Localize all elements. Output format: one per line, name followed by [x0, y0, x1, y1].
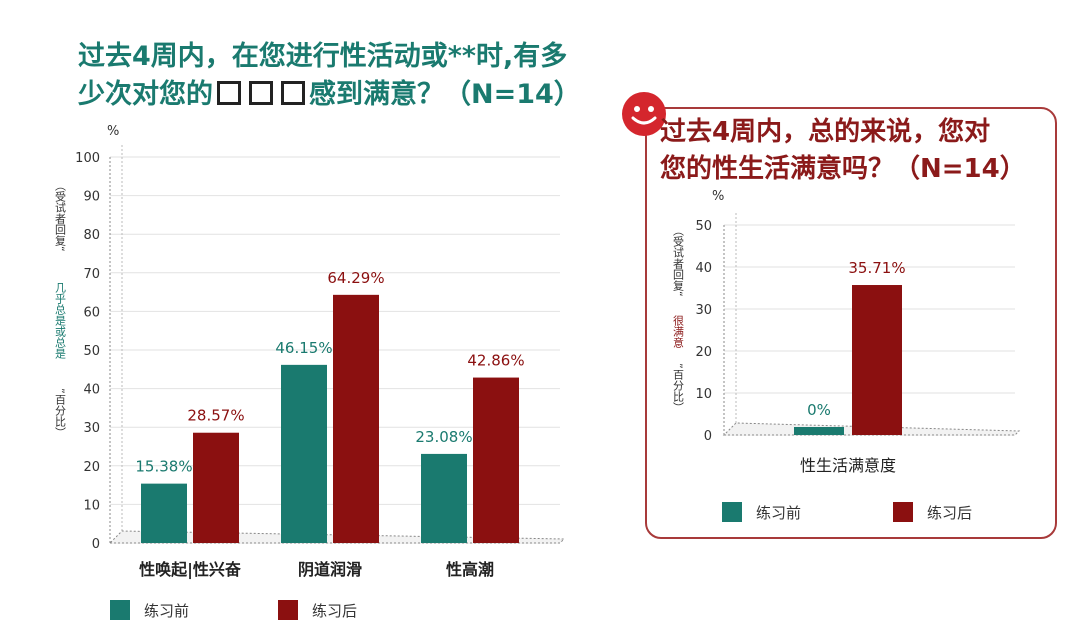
- bar: [421, 453, 467, 543]
- right-chart-panel: [645, 107, 1057, 539]
- category-label: 性生活满意度: [800, 456, 896, 475]
- left-title-line2-a: 少次对您的: [78, 79, 213, 110]
- data-label: 23.08%: [415, 428, 472, 446]
- bar: [193, 432, 239, 543]
- y-tick-label: 50: [695, 219, 712, 234]
- y-tick-label: 60: [83, 305, 100, 320]
- y-tick-label: 0: [704, 429, 712, 444]
- right-chart-title: 过去4周内，总的来说，您对 您的性生活满意吗？（N=14）: [660, 114, 1055, 188]
- bar: [852, 285, 902, 435]
- bar: [794, 427, 844, 435]
- y-tick-label: 80: [83, 228, 100, 243]
- legend-label: 练习前: [756, 504, 801, 522]
- blank-square-icon: [217, 81, 241, 105]
- smiley-icon: [622, 92, 666, 136]
- y-tick-label: 30: [83, 421, 100, 436]
- left-ylabel-b: 几乎总是或总是: [54, 282, 67, 360]
- y-tick-label: 0: [92, 537, 100, 552]
- legend-label: 练习后: [312, 602, 357, 620]
- y-tick-label: 100: [75, 151, 100, 166]
- data-label: 28.57%: [187, 407, 244, 425]
- data-label: 64.29%: [327, 269, 384, 287]
- right-chart: % （受试者回复“ 很满意 ”百分比） 0 10 20 30 40 50 0% 35.71% 性…: [672, 189, 1021, 522]
- y-tick-label: 40: [695, 261, 712, 276]
- legend-label: 练习后: [927, 504, 972, 522]
- bar: [281, 364, 327, 543]
- y-tick-label: 10: [695, 387, 712, 402]
- y-tick-label: 70: [83, 267, 100, 282]
- right-ylabel-c: ”百分比）: [672, 363, 685, 413]
- y-tick-label: 40: [83, 383, 100, 398]
- left-title-line1: 过去4周内，在您进行性活动或**时,有多: [78, 41, 568, 72]
- legend-swatch: [278, 600, 298, 620]
- left-chart: % （受试者回复“ 几乎总是或总是 ”百分比） 0 10 20 30 40 50 60 70 8…: [54, 124, 566, 620]
- category-label: 性高潮: [446, 560, 494, 579]
- bar: [473, 377, 519, 543]
- y-tick-label: 50: [83, 344, 100, 359]
- left-ylabel-c: ”百分比）: [54, 388, 67, 438]
- bar: [141, 483, 187, 543]
- y-tick-label: 20: [83, 460, 100, 475]
- legend-swatch: [893, 502, 913, 522]
- blank-square-icon: [249, 81, 273, 105]
- left-chart-title: 过去4周内，在您进行性活动或**时,有多 少次对您的 感到满意？（N=14）: [78, 38, 618, 114]
- right-ylabel-b: 很满意: [672, 314, 685, 348]
- data-label: 15.38%: [135, 458, 192, 476]
- data-label: 0%: [807, 401, 831, 419]
- data-label: 46.15%: [275, 339, 332, 357]
- right-title-line2: 您的性生活满意吗？（N=14）: [660, 154, 1026, 184]
- category-label: 阴道润滑: [298, 560, 362, 579]
- legend-swatch: [110, 600, 130, 620]
- blank-square-icon: [281, 81, 305, 105]
- left-title-line2-b: 感到满意？（N=14）: [309, 79, 581, 110]
- right-title-line1: 过去4周内，总的来说，您对: [660, 117, 991, 147]
- data-label: 35.71%: [848, 259, 905, 277]
- legend-label: 练习前: [144, 602, 189, 620]
- left-ylabel-a: （受试者回复“: [54, 180, 67, 252]
- y-tick-label: 10: [83, 498, 100, 513]
- bar: [333, 294, 379, 543]
- right-unit-label: %: [712, 189, 724, 204]
- y-tick-label: 90: [83, 190, 100, 205]
- y-tick-label: 20: [695, 345, 712, 360]
- left-unit-label: %: [107, 124, 119, 139]
- right-ylabel-a: （受试者回复“: [672, 225, 685, 297]
- y-tick-label: 30: [695, 303, 712, 318]
- category-label: 性唤起|性兴奋: [139, 560, 242, 580]
- legend-swatch: [722, 502, 742, 522]
- data-label: 42.86%: [467, 352, 524, 370]
